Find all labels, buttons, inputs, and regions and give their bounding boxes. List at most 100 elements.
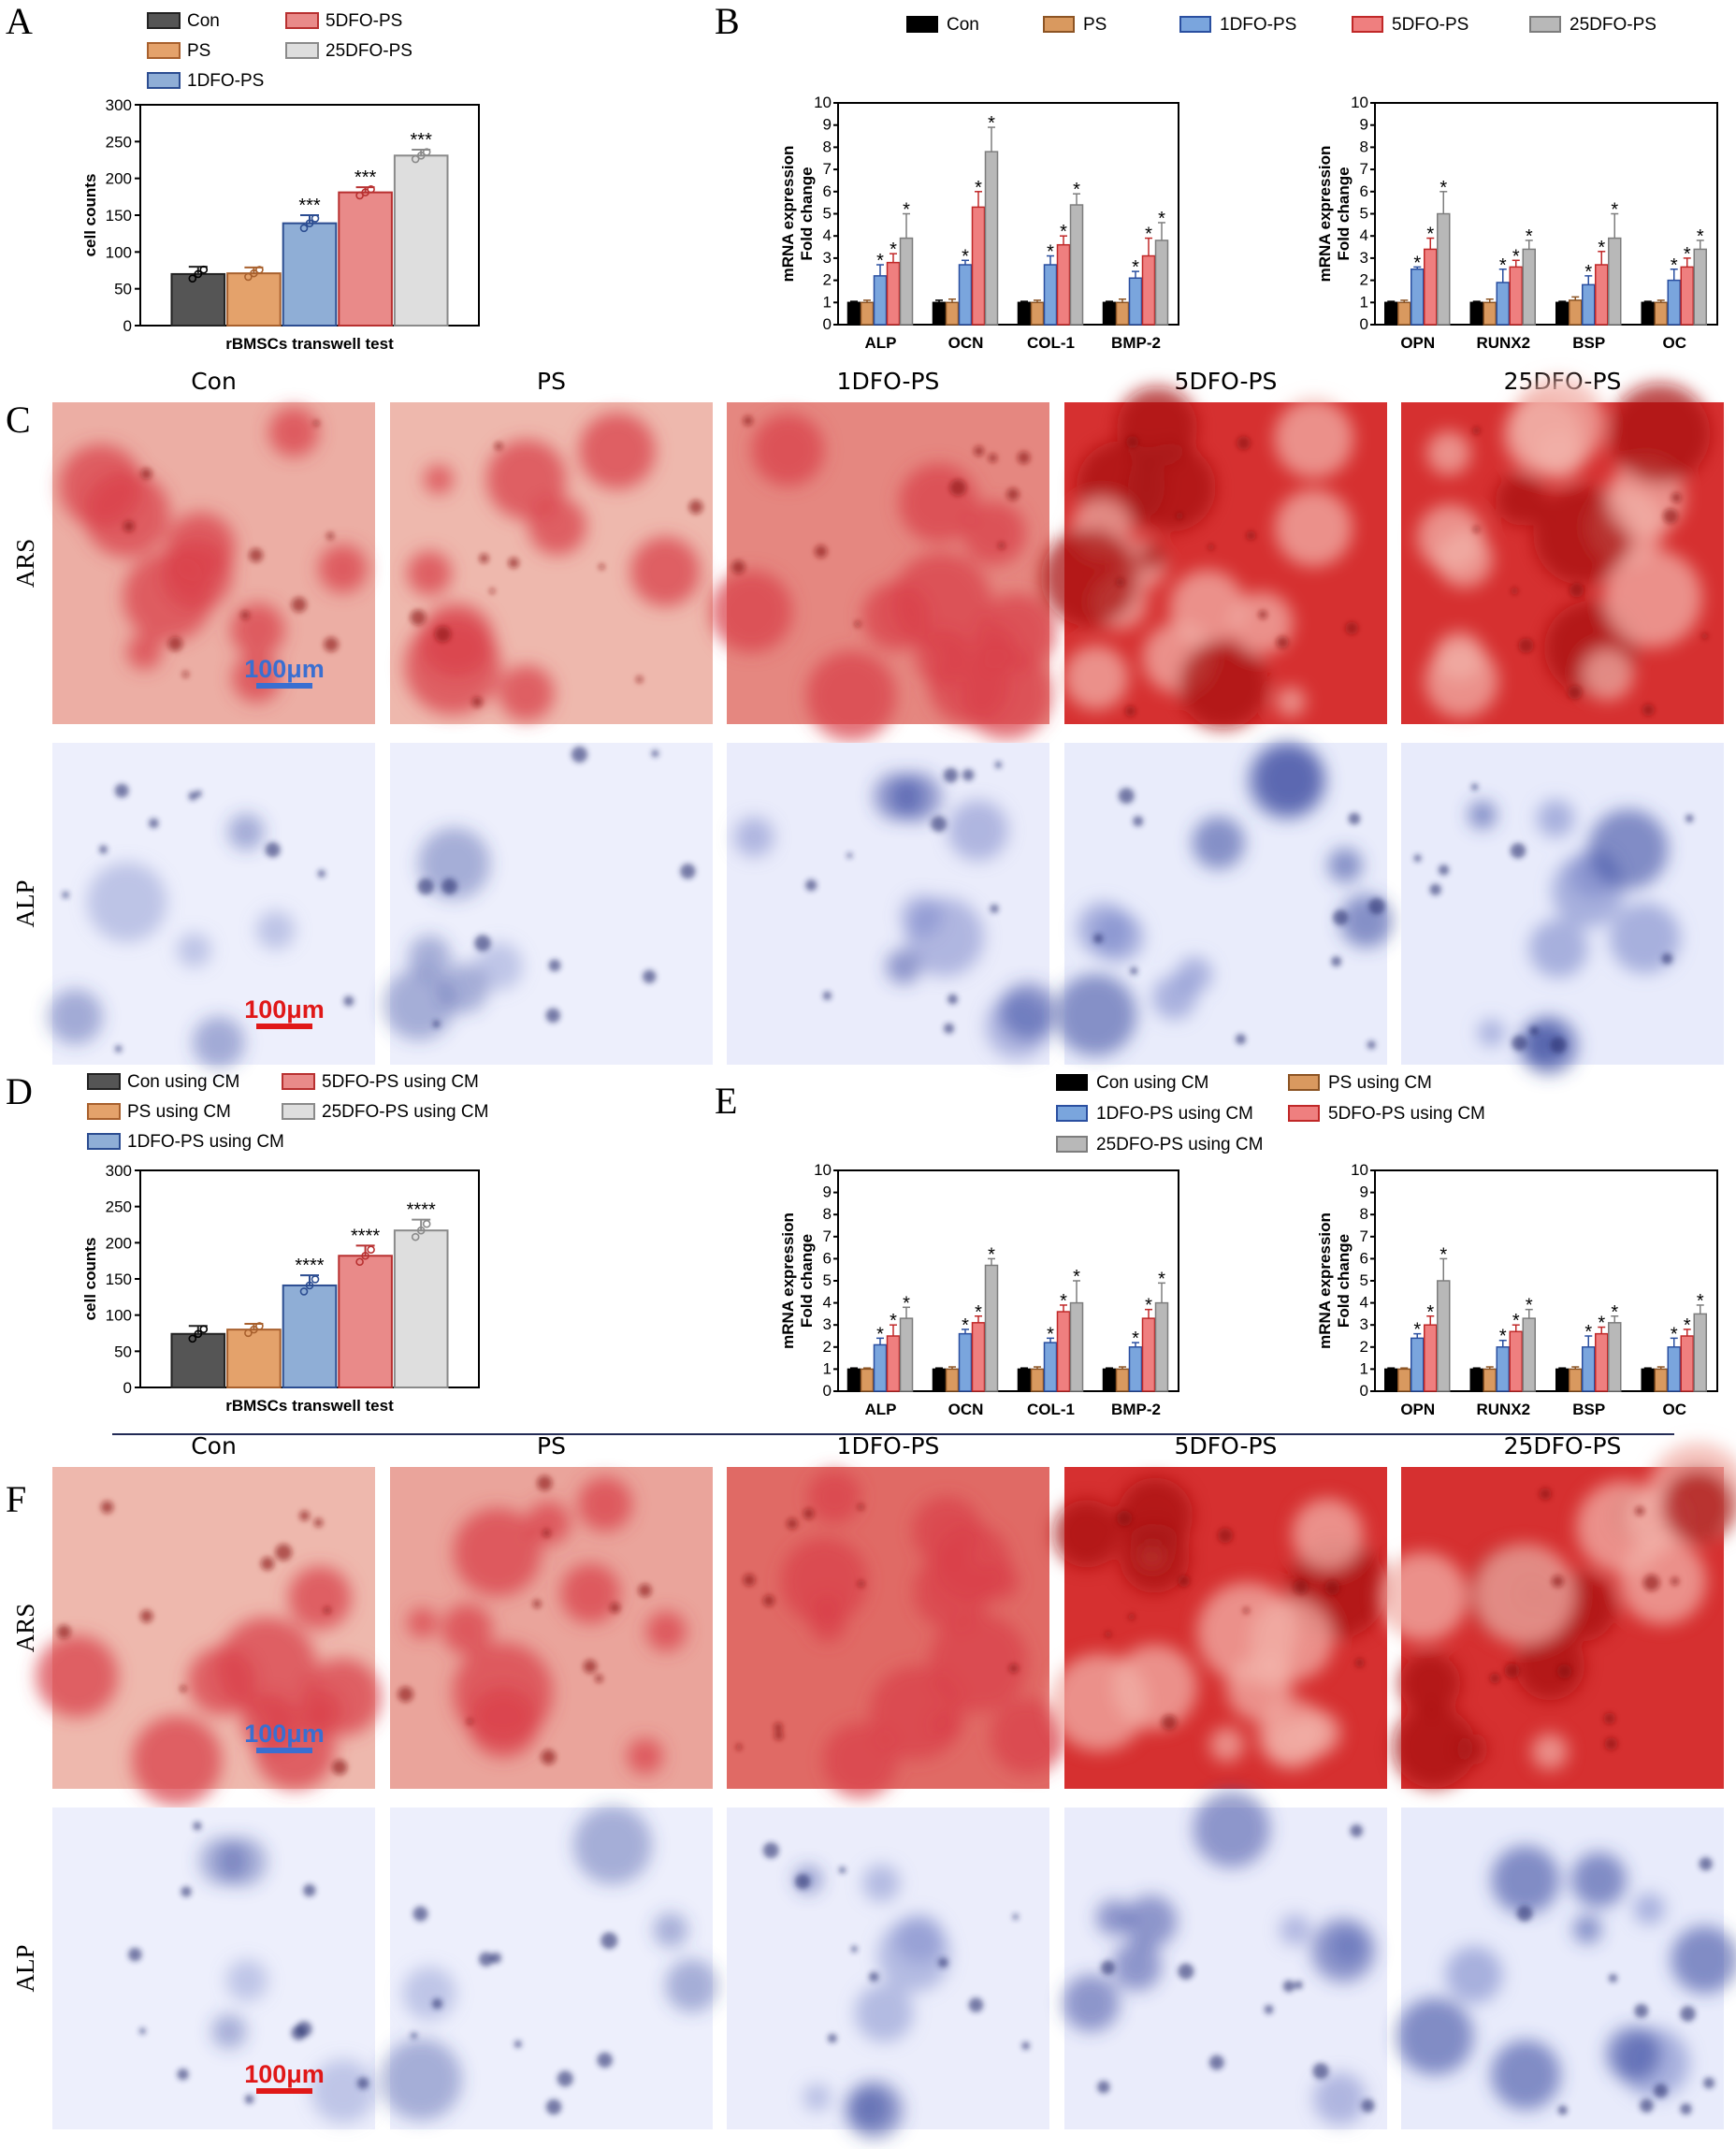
stain-blob [1310, 1918, 1376, 1982]
stain-dot [1654, 2084, 1669, 2098]
stain-dot [1518, 637, 1534, 653]
stain-blob [1176, 956, 1213, 994]
y-tick-label: 6 [823, 182, 832, 200]
stain-blobs [1054, 740, 1394, 1056]
data-point [367, 1245, 375, 1255]
stain-blob [1426, 430, 1471, 475]
legend-label: Con [187, 11, 220, 31]
y-tick-label: 1 [1360, 293, 1368, 311]
significance-label: * [962, 1315, 969, 1336]
significance-label: * [1073, 1267, 1080, 1287]
stain-dot [343, 995, 354, 1007]
legend-swatch [282, 1103, 315, 1120]
stain-dots [1097, 1823, 1375, 2113]
x-tick-label: OPN [1400, 334, 1435, 352]
stain-dots [398, 1475, 652, 1765]
stain-blob [1062, 1974, 1120, 2032]
y-tick-label: 8 [823, 1205, 832, 1223]
stain-dot [1012, 1913, 1019, 1920]
stain-dot [1703, 2077, 1715, 2089]
stain-blobs [47, 813, 296, 1069]
bar-RUNX2-25DFO-PS using CM [1522, 1317, 1536, 1392]
stain-dot [548, 959, 561, 972]
stain-dot [735, 1743, 743, 1750]
significance-label: * [876, 1324, 884, 1344]
significance-label: * [1439, 178, 1447, 198]
micrograph-ARS-Con: 100μm [36, 1467, 382, 1807]
stain-dot [1635, 1506, 1645, 1516]
stain-blobs [1062, 1790, 1376, 2126]
stain-blob [899, 463, 978, 543]
stain-dot [1539, 1488, 1552, 1501]
bar-COL-1-5DFO-PS using CM [1056, 1311, 1071, 1392]
legend-swatch [1288, 1074, 1320, 1091]
panel-label-D: D [6, 1070, 33, 1112]
stain-dot [138, 2027, 146, 2035]
bar-ALP-25DFO-PS using CM [899, 1317, 914, 1392]
stain-blobs [36, 1566, 382, 1807]
stain-dot [167, 636, 183, 652]
stain-blob [1280, 1914, 1311, 1946]
bar-1DFO-PS [282, 222, 338, 327]
stain-blobs [199, 1837, 376, 2124]
stain-blob [527, 1502, 571, 1546]
stain-dot [1438, 864, 1450, 876]
stain-blob [807, 1470, 861, 1524]
y-tick-label: 9 [823, 116, 832, 134]
y-tick-label: 7 [823, 160, 832, 178]
stain-dot [1350, 1823, 1364, 1837]
stain-dot [962, 769, 975, 781]
stain-dot [688, 500, 703, 515]
stain-blob [1050, 1653, 1149, 1751]
stain-dot [774, 1722, 783, 1732]
y-tick-label: 250 [106, 1198, 132, 1216]
stain-blobs [1378, 1443, 1736, 1789]
micrograph-ARS-25DFO-PS [1401, 377, 1724, 724]
bar-BSP-25DFO-PS using CM [1608, 1322, 1622, 1392]
stain-dot [1176, 512, 1183, 520]
y-axis-label: Fold change [1335, 1234, 1353, 1328]
stain-dot [1671, 492, 1682, 503]
bar-OC-Con using CM [1641, 1368, 1655, 1392]
stain-dot [937, 1957, 948, 1968]
stain-dot [542, 1529, 551, 1538]
stain-dot [1608, 1973, 1618, 1982]
stain-dot [743, 415, 754, 427]
stain-blob [895, 1913, 944, 1963]
data-point [416, 151, 426, 160]
stain-blob [803, 2084, 831, 2112]
stain-dots [417, 746, 696, 1028]
stain-dot [990, 904, 999, 913]
stain-blob [408, 935, 451, 978]
bar-BSP-Con using CM [1555, 1368, 1570, 1392]
stain-dot [331, 1759, 348, 1776]
stain-dot [100, 1501, 114, 1514]
stain-dot [943, 767, 959, 783]
significance-label: * [903, 1293, 910, 1314]
bar-Con using CM [170, 1332, 226, 1388]
stain-dot [1470, 783, 1479, 791]
y-tick-label: 5 [823, 1271, 832, 1289]
stain-blob [1117, 386, 1197, 467]
bar-ALP-PS [860, 301, 875, 326]
stain-dot [1161, 1714, 1178, 1731]
data-point [194, 269, 203, 279]
stain-blob [1533, 486, 1632, 586]
stain-dot [114, 1045, 123, 1053]
y-tick-label: 4 [1360, 1294, 1368, 1312]
stain-dot [643, 969, 657, 983]
stain-dot [240, 610, 250, 620]
stain-blobs [733, 772, 1057, 1059]
stain-dot [313, 1517, 324, 1528]
stain-dots [128, 1822, 369, 2104]
bar-OC-PS [1654, 301, 1668, 326]
legend-swatch [87, 1103, 121, 1120]
stain-dot [1242, 1607, 1250, 1614]
stain-blob [453, 1508, 542, 1597]
stain-blob [862, 1864, 901, 1902]
stain-dot [1345, 621, 1359, 635]
legend-label: PS using CM [127, 1102, 231, 1122]
bar-RUNX2-Con [1469, 301, 1483, 326]
stain-dots [1413, 783, 1694, 1053]
stain-dot [471, 696, 483, 708]
